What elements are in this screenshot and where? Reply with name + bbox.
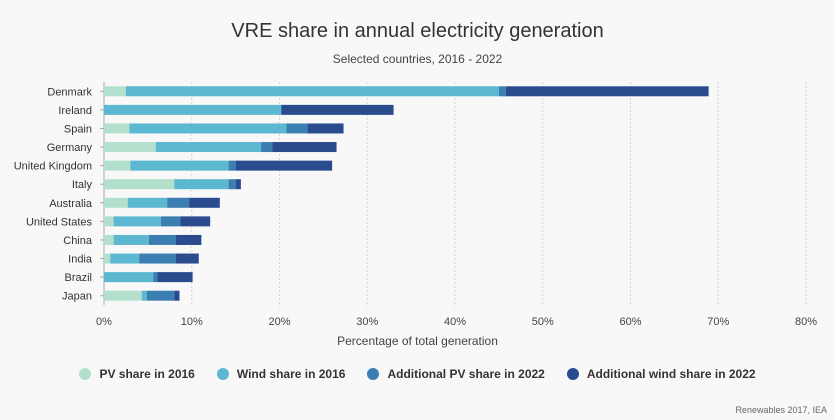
bar-segment (228, 179, 236, 190)
bar-segment (261, 142, 273, 153)
bar-segment (104, 272, 154, 283)
y-tick-label: China (63, 235, 93, 247)
bar-segment (505, 86, 709, 97)
bar-segment (104, 123, 130, 134)
bar-segment (104, 142, 156, 153)
bar-segment (130, 160, 229, 171)
bar-segment (104, 86, 126, 97)
bar-segment (272, 142, 337, 153)
chart-subtitle: Selected countries, 2016 - 2022 (332, 52, 503, 66)
bar-segment (127, 197, 168, 208)
y-tick-label: Brazil (64, 272, 92, 284)
y-tick-label: Japan (62, 291, 92, 303)
bar-segment (286, 123, 308, 134)
bar-segment (498, 86, 506, 97)
legend-item-pv-2016[interactable]: PV share in 2016 (79, 367, 195, 381)
x-tick-label: 80% (795, 316, 817, 328)
bar-segment (104, 104, 282, 115)
y-tick-label: Spain (64, 123, 92, 135)
legend-label: PV share in 2016 (99, 367, 195, 381)
bar-segment (175, 234, 202, 245)
bar-segment (161, 216, 181, 227)
bar-segment (104, 253, 111, 264)
x-tick-label: 30% (356, 316, 378, 328)
bar-segment (174, 290, 180, 301)
bar-segment (139, 253, 176, 264)
bar-segment (180, 216, 211, 227)
y-tick-label: Australia (49, 198, 93, 210)
bar-segment (125, 86, 499, 97)
legend-label: Wind share in 2016 (236, 367, 346, 381)
bar-segment (281, 104, 394, 115)
bar-segment (129, 123, 287, 134)
y-tick-label: India (68, 254, 93, 266)
bar-segment (167, 197, 190, 208)
bar-segment (141, 290, 147, 301)
bar-segment (110, 253, 140, 264)
bar-segment (155, 142, 262, 153)
bar-segment (104, 216, 114, 227)
bar-segment (104, 290, 142, 301)
bar-segment (307, 123, 344, 134)
x-tick-label: 60% (619, 316, 641, 328)
bar-segment (174, 179, 229, 190)
bar-segment (228, 160, 236, 171)
bar-segment (175, 253, 199, 264)
legend-label: Additional PV share in 2022 (387, 367, 545, 381)
bar-segment (104, 234, 114, 245)
bar-segment (189, 197, 220, 208)
y-tick-label: Ireland (58, 105, 92, 117)
bar-segment (157, 272, 193, 283)
bar-segment (148, 234, 176, 245)
y-tick-label: Denmark (47, 86, 92, 98)
bar-segment (104, 179, 175, 190)
x-tick-label: 20% (268, 316, 290, 328)
legend-swatch (79, 368, 92, 380)
chart-legend: PV share in 2016 Wind share in 2016 Addi… (0, 367, 835, 381)
x-tick-label: 0% (96, 316, 112, 328)
bar-segment (104, 160, 131, 171)
x-tick-label: 10% (181, 316, 203, 328)
y-tick-label: United Kingdom (14, 161, 92, 173)
bar-segment (153, 272, 158, 283)
legend-swatch (566, 368, 579, 380)
source-credit: Renewables 2017, IEA (735, 405, 827, 415)
y-tick-label: Germany (47, 142, 93, 154)
bar-segment (104, 197, 128, 208)
bar-segment (235, 179, 241, 190)
chart-title: VRE share in annual electricity generati… (231, 20, 604, 42)
legend-swatch (367, 368, 380, 380)
legend-item-additional-pv-2022[interactable]: Additional PV share in 2022 (367, 367, 545, 381)
legend-item-additional-wind-2022[interactable]: Additional wind share in 2022 (566, 367, 756, 381)
y-tick-label: Italy (72, 179, 93, 191)
bar-segment (113, 216, 162, 227)
bar-segment (146, 290, 175, 301)
legend-item-wind-2016[interactable]: Wind share in 2016 (216, 367, 346, 381)
x-tick-label: 70% (707, 316, 729, 328)
bar-segment (113, 234, 149, 245)
x-tick-label: 40% (444, 316, 466, 328)
legend-swatch (216, 368, 229, 380)
x-axis-label: Percentage of total generation (337, 334, 498, 348)
legend-label: Additional wind share in 2022 (586, 367, 756, 381)
bar-segment (235, 160, 333, 171)
y-tick-label: United States (26, 216, 93, 228)
x-tick-label: 50% (532, 316, 554, 328)
